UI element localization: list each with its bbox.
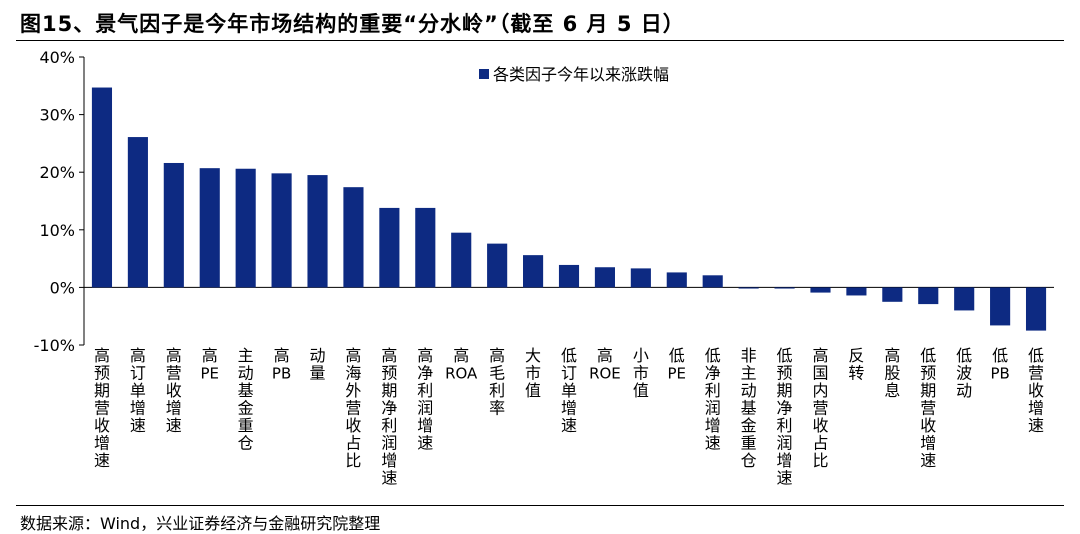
category-label: 高订单增速 — [130, 346, 146, 435]
category-label: 高毛利率 — [489, 346, 505, 418]
bar-27 — [1025, 287, 1047, 331]
category-label: 大市值 — [525, 346, 541, 400]
bar-16 — [630, 268, 651, 288]
bar-10 — [415, 207, 436, 288]
bar-19 — [738, 287, 759, 289]
bar-9 — [379, 207, 400, 288]
y-axis: 40% 30% 20% 10% 0% -10% — [34, 48, 1054, 355]
y-tick-label: 0% — [50, 278, 75, 297]
legend: 各类因子今年以来涨跌幅 — [479, 65, 669, 84]
title-rule — [16, 40, 1064, 41]
legend-swatch — [479, 69, 489, 79]
category-label: 低 PB — [990, 346, 1009, 383]
category-label: 高 ROA — [445, 346, 478, 383]
category-label: 低波动 — [956, 346, 972, 400]
bar-18 — [702, 275, 723, 288]
bar-25 — [954, 287, 975, 311]
bar-12 — [487, 243, 508, 288]
bar-21 — [810, 287, 831, 293]
bar-4 — [199, 168, 220, 288]
category-labels: 高预期营收增速 高订单增速 高营收增速 高 PE 主动基金重仓 高 PB 动量 高海外营收占比 高预… — [94, 346, 1044, 488]
y-tick-label: 40% — [39, 48, 75, 67]
bar-5 — [235, 168, 256, 288]
bar-13 — [523, 255, 544, 288]
bar-6 — [271, 173, 292, 288]
bar-11 — [451, 232, 472, 288]
category-label: 高净利润增速 — [417, 346, 433, 453]
figure-title: 图15、景气因子是今年市场结构的重要“分水岭”（截至 6 月 5 日） — [20, 12, 685, 36]
bar-23 — [882, 287, 903, 302]
y-tick-label: 20% — [39, 163, 75, 182]
category-label: 动量 — [310, 346, 326, 383]
legend-label: 各类因子今年以来涨跌幅 — [493, 65, 669, 84]
category-label: 主动基金重仓 — [238, 346, 254, 453]
category-label: 高股息 — [884, 346, 900, 400]
y-tick-label: -10% — [34, 336, 75, 355]
category-label: 低净利润增速 — [705, 346, 721, 453]
y-tick-label: 30% — [39, 106, 75, 125]
source-rule — [16, 505, 1064, 506]
y-tick-label: 10% — [39, 221, 75, 240]
category-label: 高海外营收占比 — [345, 346, 361, 470]
bar-15 — [594, 267, 615, 288]
bar-26 — [990, 287, 1011, 326]
bar-17 — [666, 272, 687, 288]
category-label: 高 PB — [272, 346, 291, 383]
category-label: 高国内营收占比 — [812, 346, 828, 470]
bar-chart: 40% 30% 20% 10% 0% -10% 高预期营收增速 高订单增速 高营收增速 高 PE 主… — [34, 48, 1054, 488]
category-label: 低订单增速 — [561, 346, 577, 435]
bar-2 — [127, 137, 148, 288]
bar-20 — [774, 287, 795, 289]
bar-8 — [343, 187, 364, 288]
category-label: 低 PE — [668, 346, 687, 383]
category-label: 高预期营收增速 — [94, 346, 110, 470]
bars — [91, 87, 1047, 331]
category-label: 低营收增速 — [1028, 346, 1044, 435]
category-label: 反转 — [848, 346, 864, 383]
bar-1 — [91, 87, 113, 288]
category-label: 高营收增速 — [166, 346, 182, 435]
category-label: 非主动基金重仓 — [741, 346, 757, 470]
bar-22 — [846, 287, 867, 296]
bar-3 — [163, 162, 184, 288]
category-label: 高 PE — [200, 346, 219, 383]
bar-24 — [918, 287, 939, 305]
category-label: 高 ROE — [589, 346, 621, 383]
category-label: 小市值 — [633, 346, 649, 400]
category-label: 高预期净利润增速 — [381, 346, 397, 488]
source-note: 数据来源：Wind，兴业证券经济与金融研究院整理 — [20, 514, 381, 533]
category-label: 低预期净利润增速 — [777, 346, 793, 488]
category-label: 低预期营收增速 — [920, 346, 936, 470]
bar-7 — [307, 175, 328, 288]
bar-14 — [558, 264, 580, 288]
